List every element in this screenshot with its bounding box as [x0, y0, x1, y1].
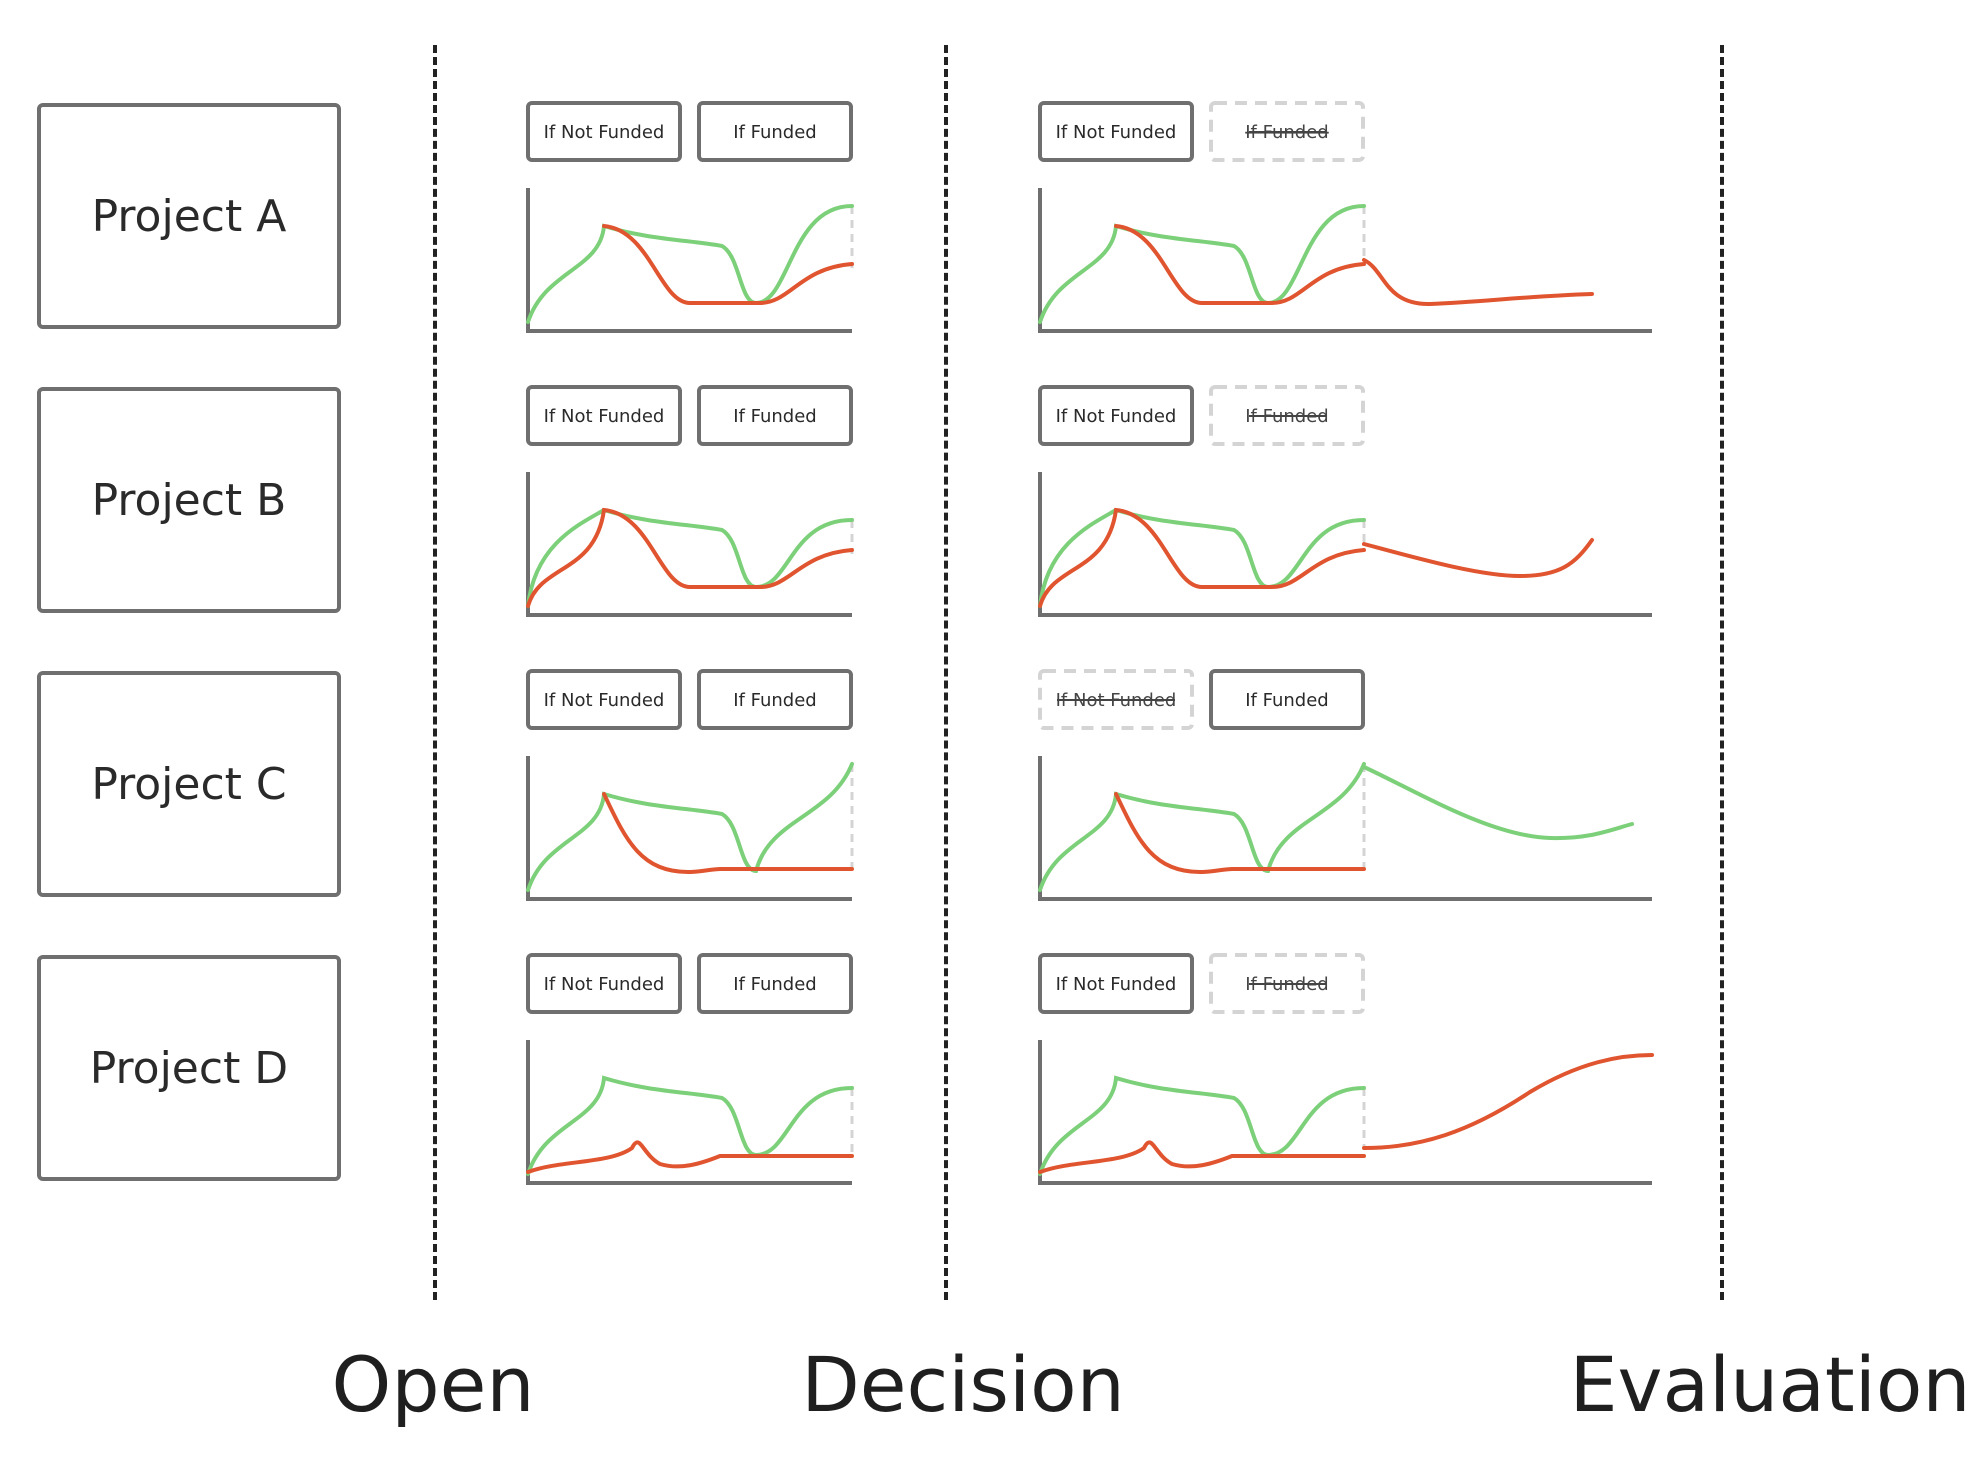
row-project-a: If Not Funded If Funded If Not Funded If… [526, 101, 1652, 333]
decision-divider [944, 45, 948, 1300]
project-d-box: Project D [37, 955, 341, 1181]
not-funded-button[interactable]: If Not Funded [526, 953, 682, 1014]
project-label: Project D [89, 1042, 289, 1094]
open-divider [433, 45, 437, 1300]
open-group: If Not Funded If Funded [526, 669, 854, 901]
evaluation-divider [1720, 45, 1724, 1300]
project-label: Project B [91, 474, 287, 526]
funded-button-struck[interactable]: If Funded [1209, 101, 1365, 162]
project-label: Project C [91, 758, 287, 810]
funded-button[interactable]: If Funded [697, 953, 853, 1014]
not-funded-line [1038, 507, 1366, 608]
funded-button-struck[interactable]: If Funded [1209, 385, 1365, 446]
funded-line [1038, 762, 1366, 892]
funded-button[interactable]: If Funded [1209, 669, 1365, 730]
decision-group: If Not Funded If Funded [1038, 669, 1652, 901]
decision-group: If Not Funded If Funded [1038, 101, 1652, 333]
phase-label-evaluation: Evaluation [1569, 1340, 1971, 1429]
phase-label-open: Open [331, 1340, 535, 1429]
not-funded-button[interactable]: If Not Funded [526, 669, 682, 730]
funded-line [526, 204, 854, 324]
funded-label: If Funded [733, 974, 816, 995]
funded-line [1038, 204, 1366, 324]
funded-label: If Funded [733, 406, 816, 427]
not-funded-button[interactable]: If Not Funded [1038, 101, 1194, 162]
funded-button[interactable]: If Funded [697, 385, 853, 446]
axes [1038, 188, 1652, 333]
funded-button[interactable]: If Funded [697, 101, 853, 162]
project-label: Project A [91, 190, 287, 242]
not-funded-line [602, 224, 854, 306]
not-funded-line [526, 1140, 854, 1174]
not-funded-label: If Not Funded [544, 122, 665, 143]
funded-label: If Funded [733, 122, 816, 143]
not-funded-label: If Not Funded [544, 974, 665, 995]
funded-label: If Funded [733, 690, 816, 711]
axes [526, 756, 852, 901]
axes [526, 188, 852, 333]
funded-line [526, 762, 854, 892]
not-funded-label: If Not Funded [1056, 974, 1177, 995]
open-group: If Not Funded If Funded [526, 385, 854, 617]
not-funded-line [526, 507, 854, 608]
funded-button[interactable]: If Funded [697, 669, 853, 730]
decision-group: If Not Funded If Funded [1038, 385, 1652, 617]
project-a-box: Project A [37, 103, 341, 329]
not-funded-label: If Not Funded [1056, 122, 1177, 143]
not-funded-line [1114, 224, 1366, 306]
not-funded-line [602, 792, 854, 875]
evaluation-projection-line [1362, 258, 1594, 307]
project-c-box: Project C [37, 671, 341, 897]
evaluation-projection-line [1362, 538, 1594, 579]
funded-line [526, 507, 854, 608]
not-funded-button[interactable]: If Not Funded [1038, 385, 1194, 446]
axes [1038, 756, 1652, 901]
funded-line [1038, 507, 1366, 608]
row-project-b: If Not Funded If Funded If Not Funded If… [526, 385, 1652, 617]
row-project-d: If Not Funded If Funded If Not Funded If… [526, 953, 1654, 1185]
project-b-box: Project B [37, 387, 341, 613]
phase-label-decision: Decision [801, 1340, 1125, 1429]
funded-line [1038, 1075, 1366, 1176]
funded-label: If Funded [1245, 690, 1328, 711]
axes [1038, 1040, 1652, 1185]
axes [526, 472, 852, 617]
not-funded-line [1038, 1140, 1366, 1174]
not-funded-label: If Not Funded [544, 406, 665, 427]
axes [1038, 472, 1652, 617]
row-project-c: If Not Funded If Funded If Not Funded If… [526, 669, 1652, 901]
not-funded-button[interactable]: If Not Funded [1038, 953, 1194, 1014]
open-group: If Not Funded If Funded [526, 101, 854, 333]
funded-button-struck[interactable]: If Funded [1209, 953, 1365, 1014]
evaluation-projection-line [1362, 1053, 1654, 1150]
axes [526, 1040, 852, 1185]
not-funded-label: If Not Funded [544, 690, 665, 711]
evaluation-projection-line [1362, 765, 1634, 841]
open-group: If Not Funded If Funded [526, 953, 854, 1185]
decision-group: If Not Funded If Funded [1038, 953, 1654, 1185]
not-funded-line [1114, 792, 1366, 875]
not-funded-button[interactable]: If Not Funded [526, 101, 682, 162]
funded-line [526, 1075, 854, 1176]
not-funded-button[interactable]: If Not Funded [526, 385, 682, 446]
not-funded-button-struck[interactable]: If Not Funded [1038, 669, 1194, 730]
not-funded-label: If Not Funded [1056, 406, 1177, 427]
